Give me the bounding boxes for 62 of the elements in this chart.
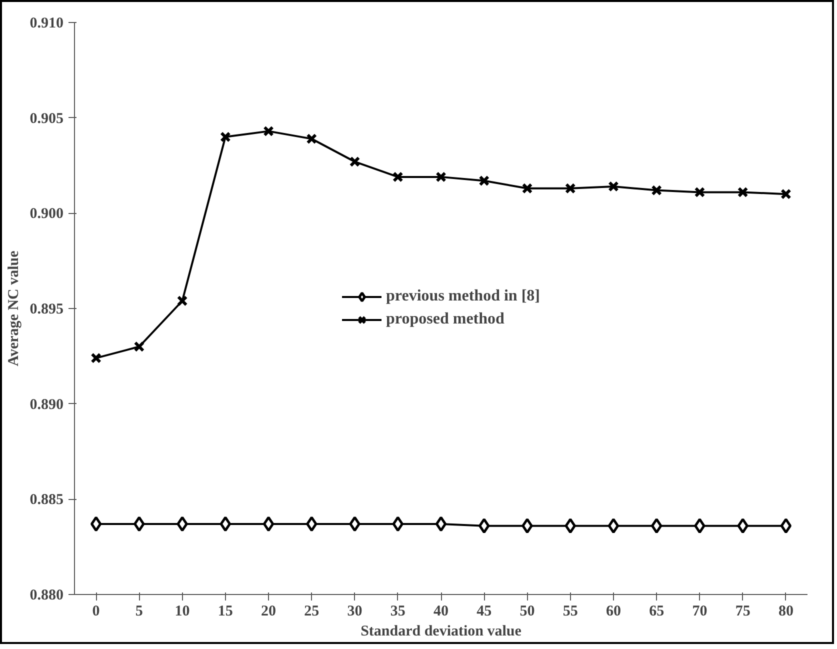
point <box>392 516 404 532</box>
x-tick-label: 10 <box>174 604 190 620</box>
x-tick-label: 25 <box>304 604 320 620</box>
point <box>608 518 620 534</box>
point <box>608 181 619 192</box>
y-tick-label: 0.905 <box>30 110 64 127</box>
point <box>90 352 102 364</box>
point <box>522 518 533 534</box>
point <box>694 186 706 198</box>
x-tick-label: 65 <box>649 604 664 620</box>
x-tick-label: 30 <box>347 604 362 620</box>
point <box>349 516 360 532</box>
x-tick-label: 60 <box>606 604 621 620</box>
point <box>134 341 145 352</box>
legend-label: previous method in [8] <box>386 288 540 306</box>
point <box>478 175 490 186</box>
point <box>90 516 102 532</box>
point <box>651 518 662 534</box>
x-tick-label: 5 <box>135 604 143 620</box>
x-tick-label: 35 <box>390 604 406 620</box>
point <box>392 172 404 182</box>
point <box>220 516 231 532</box>
point <box>564 182 576 194</box>
point <box>220 132 231 142</box>
point <box>176 516 188 532</box>
x-tick-label: 50 <box>520 604 535 620</box>
y-tick-label: 0.880 <box>30 588 64 604</box>
point <box>651 184 662 196</box>
point <box>435 516 447 532</box>
x-tick-label: 70 <box>692 604 708 620</box>
point <box>436 172 446 182</box>
x-tick-label: 0 <box>92 604 100 620</box>
y-tick-label: 0.910 <box>30 16 64 32</box>
y-axis-title: Average NC value <box>6 250 22 366</box>
point <box>306 516 318 532</box>
point <box>780 188 792 200</box>
legend-label: proposed method <box>386 310 504 328</box>
x-tick-label: 75 <box>735 604 750 620</box>
x-tick-label: 15 <box>218 604 233 620</box>
point <box>522 182 533 194</box>
y-tick-label: 0.885 <box>30 492 64 508</box>
x-tick-label: 80 <box>778 604 794 620</box>
point <box>134 516 145 532</box>
x-tick-label: 55 <box>562 604 578 620</box>
y-tick-label: 0.900 <box>30 206 64 222</box>
point <box>694 518 706 534</box>
y-tick-label: 0.895 <box>30 302 64 318</box>
x-tick-label: 40 <box>434 604 448 620</box>
x-tick-label: 45 <box>476 604 492 620</box>
point <box>478 518 490 534</box>
point <box>263 126 274 137</box>
x-tick-label: 20 <box>261 604 276 620</box>
point <box>564 518 576 534</box>
x-axis-title: Standard deviation value <box>360 624 522 640</box>
y-tick-label: 0.890 <box>30 396 64 413</box>
point <box>737 518 748 534</box>
point <box>262 516 274 532</box>
point <box>780 518 792 534</box>
point <box>176 295 188 306</box>
point <box>737 186 748 198</box>
point <box>306 133 318 144</box>
point <box>349 156 360 168</box>
